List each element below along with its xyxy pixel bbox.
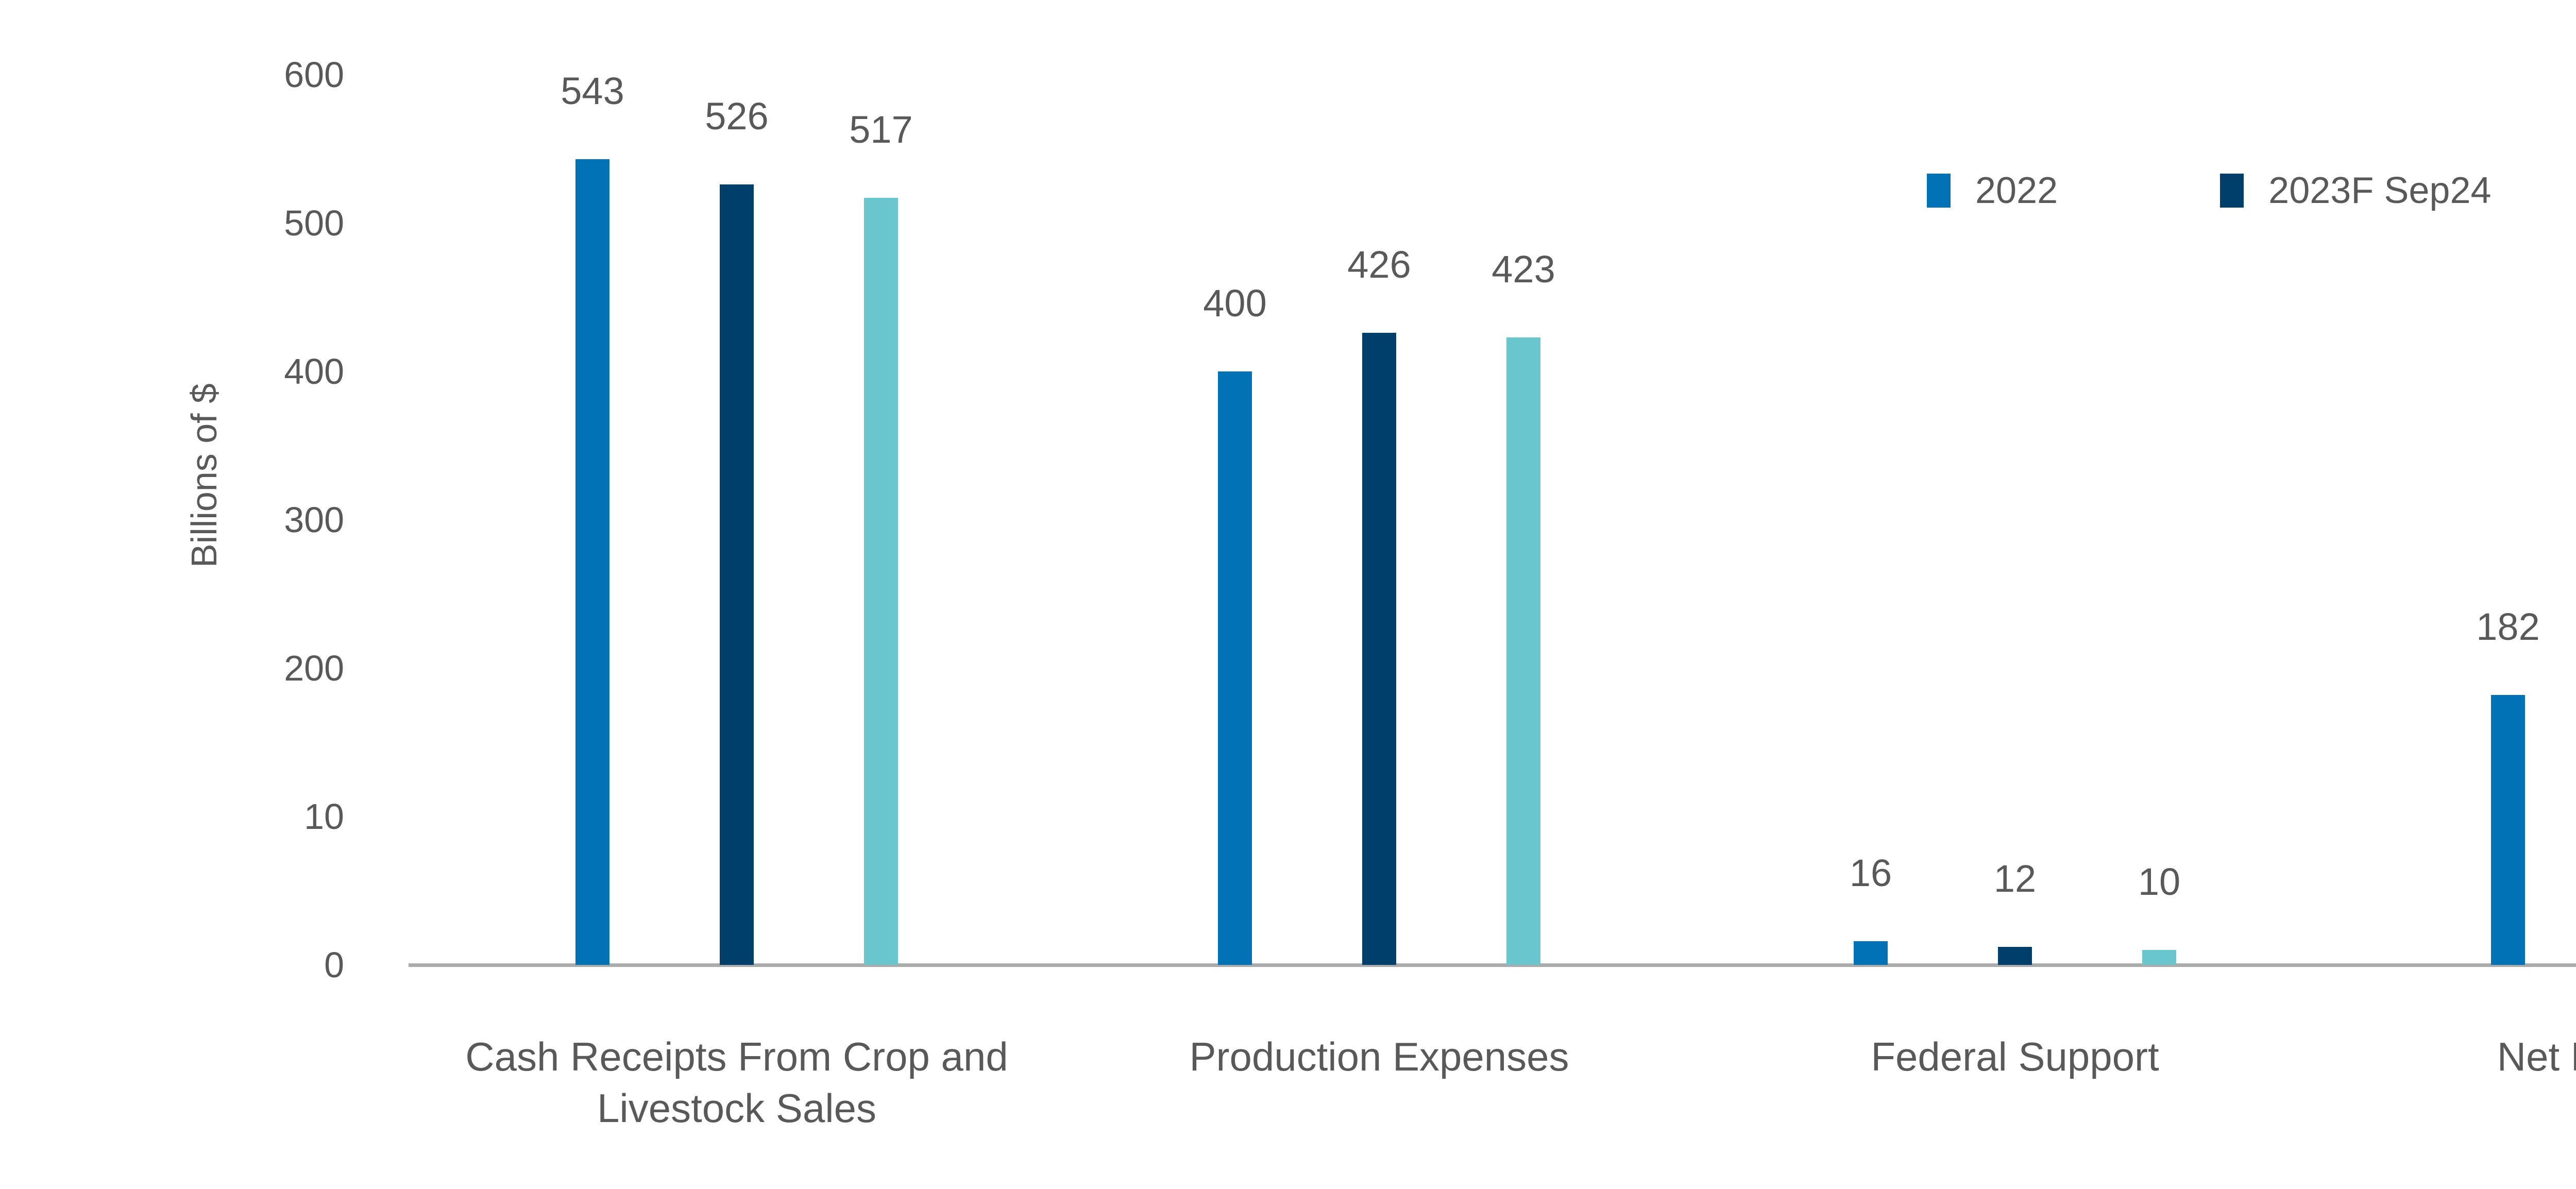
legend-swatch-icon-1 bbox=[2220, 174, 2244, 208]
bar-s2-c0 bbox=[864, 198, 898, 965]
bar-s1-c2 bbox=[1998, 947, 2032, 965]
bar-s0-c3 bbox=[2491, 695, 2525, 965]
y-tick-label-600: 600 bbox=[284, 55, 344, 95]
bar-group-1: 400 426 423 bbox=[1203, 243, 1555, 965]
bar-column-s1-c2: 12 bbox=[1984, 857, 2046, 965]
bar-value-label-s1-c0: 526 bbox=[705, 95, 769, 138]
bar-value-label-s0-c1: 400 bbox=[1203, 282, 1267, 325]
bar-value-label-s0-c2: 16 bbox=[1849, 852, 1892, 894]
x-axis-label-3: Net Farm Income bbox=[2497, 1034, 2576, 1079]
bar-value-label-s0-c3: 182 bbox=[2476, 605, 2540, 648]
bar-group-3: 182147140 bbox=[2476, 605, 2576, 965]
bar-s1-c1 bbox=[1362, 333, 1396, 965]
y-tick-label-0: 0 bbox=[324, 945, 344, 985]
bar-column-s2-c1: 423 bbox=[1492, 247, 1555, 965]
bar-value-label-s1-c2: 12 bbox=[1993, 857, 2037, 900]
bar-s0-c0 bbox=[575, 159, 609, 965]
bar-value-label-s2-c2: 10 bbox=[2138, 860, 2181, 903]
bar-column-s0-c3: 182 bbox=[2476, 605, 2540, 965]
bar-s2-c2 bbox=[2142, 950, 2176, 965]
y-tick-label-300: 300 bbox=[284, 500, 344, 540]
legend-label-1: 2023F Sep24 bbox=[2268, 170, 2492, 211]
y-tick-label-500: 500 bbox=[284, 203, 344, 243]
bar-column-s1-c1: 426 bbox=[1347, 243, 1411, 965]
y-tick-label-200: 200 bbox=[284, 648, 344, 688]
x-axis-label-0: Cash Receipts From Crop and Livestock Sa… bbox=[465, 1034, 1008, 1131]
legend-label-0: 2022 bbox=[1975, 170, 2058, 211]
legend-item-1: 2023F Sep24 bbox=[2220, 169, 2492, 212]
bar-group-0: 543 526 517 bbox=[561, 69, 913, 965]
y-tick-label-10: 10 bbox=[304, 796, 344, 837]
bar-column-s1-c0: 526 bbox=[705, 94, 769, 965]
bar-column-s0-c1: 400 bbox=[1203, 281, 1267, 965]
bar-column-s2-c0: 517 bbox=[849, 108, 913, 965]
bar-column-s0-c0: 543 bbox=[561, 69, 624, 965]
bar-group-2: 16 12 10 bbox=[1840, 851, 2190, 965]
bar-s0-c1 bbox=[1218, 371, 1252, 965]
bar-value-label-s0-c0: 543 bbox=[561, 70, 624, 112]
legend-swatch-icon-0 bbox=[1927, 174, 1951, 208]
bar-s2-c1 bbox=[1506, 337, 1540, 965]
y-tick-label-400: 400 bbox=[284, 351, 344, 392]
bar-column-s0-c2: 16 bbox=[1840, 851, 1902, 965]
bar-s1-c0 bbox=[720, 184, 754, 965]
x-axis-label-1: Production Expenses bbox=[1189, 1034, 1569, 1079]
bar-column-s2-c2: 10 bbox=[2128, 860, 2190, 965]
bar-s0-c2 bbox=[1854, 941, 1888, 965]
bar-value-label-s2-c1: 423 bbox=[1492, 248, 1555, 291]
bar-value-label-s1-c1: 426 bbox=[1347, 243, 1411, 286]
bar-value-label-s2-c0: 517 bbox=[849, 108, 913, 151]
legend-item-0: 2022 bbox=[1927, 169, 2058, 212]
x-axis-line bbox=[409, 963, 2576, 967]
x-axis-label-2: Federal Support bbox=[1871, 1034, 2159, 1079]
